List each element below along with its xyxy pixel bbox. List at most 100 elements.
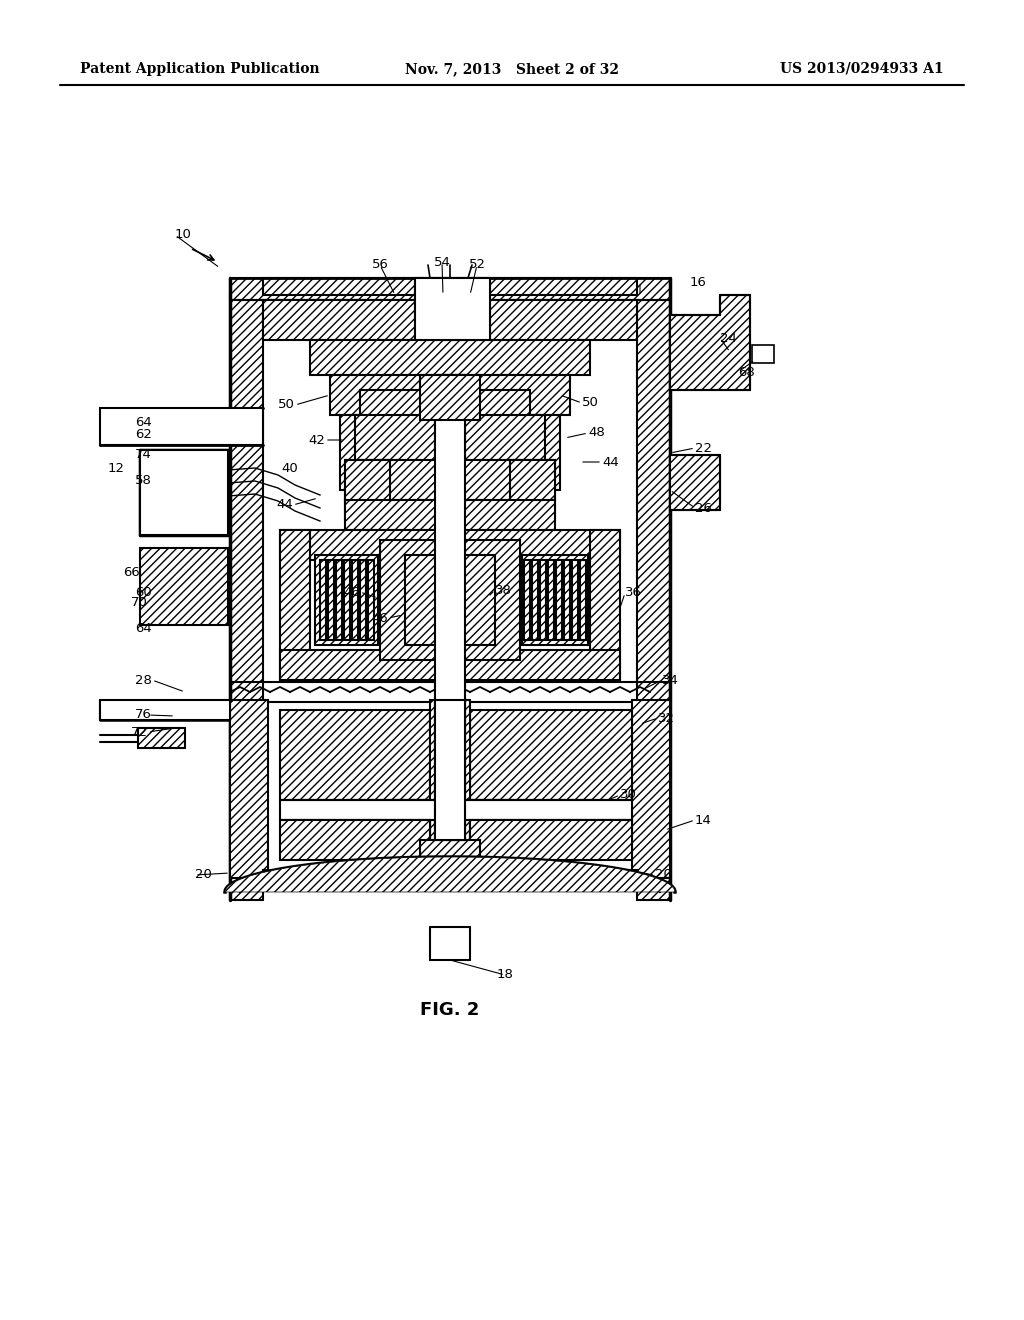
Polygon shape xyxy=(548,560,554,640)
Text: 40: 40 xyxy=(282,462,298,474)
Polygon shape xyxy=(319,560,326,640)
Text: 68: 68 xyxy=(738,366,755,379)
Polygon shape xyxy=(360,389,530,420)
Text: 46: 46 xyxy=(343,586,360,598)
Polygon shape xyxy=(355,414,455,459)
Polygon shape xyxy=(415,279,490,341)
Polygon shape xyxy=(280,531,620,560)
Text: 24: 24 xyxy=(720,331,737,345)
Polygon shape xyxy=(280,649,620,680)
Polygon shape xyxy=(435,700,465,840)
Text: 56: 56 xyxy=(372,259,388,272)
Polygon shape xyxy=(564,560,570,640)
Text: 10: 10 xyxy=(175,228,191,242)
Polygon shape xyxy=(524,560,530,640)
Polygon shape xyxy=(344,560,350,640)
Polygon shape xyxy=(280,710,430,800)
Bar xyxy=(752,345,774,363)
Polygon shape xyxy=(430,700,470,840)
Text: US 2013/0294933 A1: US 2013/0294933 A1 xyxy=(780,62,944,77)
Polygon shape xyxy=(632,700,670,878)
Polygon shape xyxy=(572,560,578,640)
Polygon shape xyxy=(540,560,546,640)
Polygon shape xyxy=(280,820,430,861)
Text: 26: 26 xyxy=(695,502,712,515)
Polygon shape xyxy=(345,459,555,500)
Text: 34: 34 xyxy=(662,673,679,686)
Polygon shape xyxy=(380,540,520,660)
Text: 32: 32 xyxy=(658,711,675,725)
Polygon shape xyxy=(100,700,230,719)
Polygon shape xyxy=(310,341,590,375)
Polygon shape xyxy=(580,560,586,640)
Polygon shape xyxy=(138,729,185,748)
Text: 44: 44 xyxy=(276,499,293,511)
Text: 22: 22 xyxy=(695,441,712,454)
Text: Nov. 7, 2013   Sheet 2 of 32: Nov. 7, 2013 Sheet 2 of 32 xyxy=(406,62,618,77)
Polygon shape xyxy=(470,820,632,861)
Text: 42: 42 xyxy=(308,433,325,446)
Polygon shape xyxy=(280,531,310,680)
Text: 14: 14 xyxy=(695,813,712,826)
Polygon shape xyxy=(670,455,720,510)
Polygon shape xyxy=(435,375,465,840)
Text: 64: 64 xyxy=(135,622,152,635)
Polygon shape xyxy=(420,375,480,420)
Polygon shape xyxy=(352,560,358,640)
Polygon shape xyxy=(532,560,538,640)
Polygon shape xyxy=(390,800,430,840)
Polygon shape xyxy=(380,450,510,480)
Polygon shape xyxy=(406,554,495,645)
Polygon shape xyxy=(345,459,390,520)
Polygon shape xyxy=(470,710,632,800)
Polygon shape xyxy=(345,500,555,531)
Polygon shape xyxy=(230,279,670,300)
Polygon shape xyxy=(140,450,228,535)
Text: 60: 60 xyxy=(135,586,152,598)
Polygon shape xyxy=(590,531,620,680)
Text: 20: 20 xyxy=(195,869,212,882)
Text: 38: 38 xyxy=(495,583,512,597)
Polygon shape xyxy=(450,414,545,459)
Polygon shape xyxy=(263,279,637,294)
Polygon shape xyxy=(140,459,155,528)
Text: Patent Application Publication: Patent Application Publication xyxy=(80,62,319,77)
Text: 62: 62 xyxy=(135,429,152,441)
Text: 58: 58 xyxy=(135,474,152,487)
Polygon shape xyxy=(470,800,510,840)
Text: 46: 46 xyxy=(372,611,388,624)
Polygon shape xyxy=(360,560,366,640)
Text: 66: 66 xyxy=(123,565,140,578)
Polygon shape xyxy=(230,294,263,900)
Text: 54: 54 xyxy=(433,256,451,268)
Text: 52: 52 xyxy=(469,259,485,272)
Text: 12: 12 xyxy=(108,462,125,474)
Polygon shape xyxy=(280,800,632,820)
Polygon shape xyxy=(336,560,342,640)
Text: 74: 74 xyxy=(135,449,152,462)
Text: 48: 48 xyxy=(588,426,605,440)
Polygon shape xyxy=(315,554,378,645)
Polygon shape xyxy=(368,560,374,640)
Polygon shape xyxy=(330,375,570,414)
Polygon shape xyxy=(510,459,555,520)
Polygon shape xyxy=(556,560,562,640)
Polygon shape xyxy=(263,300,637,341)
Polygon shape xyxy=(225,857,675,892)
Polygon shape xyxy=(100,408,263,445)
Polygon shape xyxy=(140,548,228,624)
Text: 76: 76 xyxy=(135,709,152,722)
Text: 30: 30 xyxy=(620,788,637,801)
Text: 64: 64 xyxy=(135,416,152,429)
Text: 16: 16 xyxy=(690,276,707,289)
Polygon shape xyxy=(670,294,750,389)
Polygon shape xyxy=(340,414,560,490)
Text: 72: 72 xyxy=(131,726,148,738)
Polygon shape xyxy=(370,420,520,450)
Polygon shape xyxy=(263,870,637,882)
Text: 50: 50 xyxy=(279,399,295,412)
Text: FIG. 2: FIG. 2 xyxy=(420,1001,479,1019)
Text: 20: 20 xyxy=(655,869,672,882)
Polygon shape xyxy=(230,700,268,878)
Text: 70: 70 xyxy=(131,595,148,609)
